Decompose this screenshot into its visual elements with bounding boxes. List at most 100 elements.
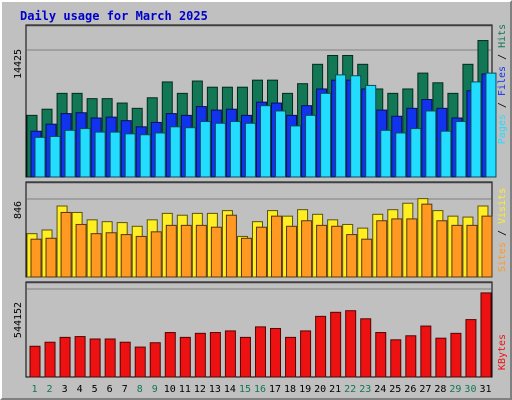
bar-kbytes-day-18	[285, 336, 297, 378]
legend-separator: /	[497, 48, 508, 66]
bar-kbytes-day-28	[435, 337, 447, 378]
legend-pages: Pages	[497, 114, 508, 144]
x-tick-day-14: 14	[224, 384, 236, 395]
bar-kbytes-day-12	[194, 332, 206, 378]
bar-sites-day-25	[391, 218, 403, 278]
bar-sites-day-15	[240, 237, 252, 278]
x-tick-day-21: 21	[329, 384, 341, 395]
x-tick-day-16: 16	[254, 384, 266, 395]
bar-sites-day-5	[90, 233, 102, 278]
bar-kbytes-day-30	[465, 319, 477, 378]
bar-sites-day-2	[45, 237, 57, 278]
x-tick-day-3: 3	[62, 384, 68, 395]
bar-sites-day-18	[286, 225, 298, 278]
x-tick-day-5: 5	[92, 384, 98, 395]
bar-kbytes-day-21	[330, 311, 342, 378]
bar-pages-day-7	[124, 133, 136, 178]
bar-pages-day-22	[350, 75, 362, 178]
legend-separator: /	[497, 96, 508, 114]
bar-kbytes-day-2	[44, 341, 56, 378]
bar-sites-day-9	[150, 231, 162, 278]
bar-kbytes-day-1	[29, 345, 41, 378]
legend-sites: Sites	[497, 242, 508, 272]
y-max-label-middle: 846	[13, 201, 24, 219]
x-tick-day-25: 25	[389, 384, 401, 395]
bar-pages-day-15	[244, 122, 256, 178]
bar-pages-day-25	[395, 132, 407, 178]
bar-sites-day-29	[451, 224, 463, 278]
bar-kbytes-day-13	[209, 332, 221, 378]
legend-hits: Hits	[497, 24, 508, 48]
bar-kbytes-day-31	[480, 292, 492, 378]
bar-pages-day-31	[485, 72, 497, 178]
x-tick-day-11: 11	[179, 384, 191, 395]
bar-sites-day-31	[481, 215, 493, 278]
bar-kbytes-day-4	[74, 336, 86, 378]
bar-kbytes-day-14	[224, 330, 236, 378]
bar-pages-day-19	[305, 114, 317, 178]
x-tick-day-10: 10	[164, 384, 176, 395]
bar-pages-day-24	[380, 129, 392, 178]
bar-pages-day-14	[229, 121, 241, 178]
bar-pages-day-8	[139, 134, 151, 178]
legend-separator: /	[497, 224, 508, 242]
bar-kbytes-day-23	[360, 318, 372, 378]
bar-pages-day-13	[214, 122, 226, 178]
bar-kbytes-day-27	[420, 325, 432, 378]
bar-sites-day-1	[30, 238, 42, 278]
x-tick-day-7: 7	[122, 384, 128, 395]
x-tick-day-26: 26	[404, 384, 416, 395]
bar-kbytes-day-25	[390, 339, 402, 378]
x-tick-day-24: 24	[374, 384, 386, 395]
x-tick-day-4: 4	[77, 384, 83, 395]
bar-sites-day-12	[195, 224, 207, 278]
x-tick-day-8: 8	[137, 384, 143, 395]
x-tick-day-28: 28	[434, 384, 446, 395]
chart-title: Daily usage for March 2025	[20, 9, 208, 23]
bar-sites-day-11	[180, 224, 192, 278]
bar-kbytes-day-6	[104, 338, 116, 378]
bar-kbytes-day-19	[300, 330, 312, 378]
x-tick-day-30: 30	[464, 384, 476, 395]
bar-sites-day-20	[316, 224, 328, 278]
bar-kbytes-day-8	[134, 346, 146, 378]
x-tick-day-23: 23	[359, 384, 371, 395]
bar-pages-day-21	[335, 74, 347, 178]
y-max-label-bottom: 544152	[13, 302, 24, 338]
bar-kbytes-day-7	[119, 341, 131, 378]
bar-pages-day-9	[154, 132, 166, 178]
legend-top: Pages / Files / Hits	[497, 24, 508, 144]
bar-sites-day-14	[225, 214, 237, 278]
bar-pages-day-2	[49, 136, 61, 178]
bar-pages-day-23	[365, 84, 377, 178]
y-max-label-top: 14425	[13, 49, 24, 79]
bar-kbytes-day-29	[450, 332, 462, 378]
bar-pages-day-20	[320, 92, 332, 178]
bar-pages-day-16	[259, 105, 271, 178]
legend-middle: Sites / Visits	[497, 188, 508, 272]
bar-sites-day-17	[271, 215, 283, 278]
bar-sites-day-22	[346, 234, 358, 278]
bar-sites-day-23	[361, 238, 373, 278]
bar-sites-day-28	[436, 220, 448, 278]
bar-kbytes-day-10	[164, 332, 176, 378]
x-tick-day-20: 20	[314, 384, 326, 395]
legend-files: Files	[497, 66, 508, 96]
bar-sites-day-6	[105, 232, 117, 278]
bar-pages-day-1	[34, 136, 46, 178]
x-tick-day-15: 15	[239, 384, 251, 395]
bar-kbytes-day-15	[239, 336, 251, 378]
bar-kbytes-day-5	[89, 338, 101, 378]
bar-kbytes-day-24	[375, 332, 387, 378]
bar-kbytes-day-16	[254, 326, 266, 378]
bar-pages-day-10	[169, 126, 181, 178]
bar-sites-day-10	[165, 224, 177, 278]
x-tick-day-13: 13	[209, 384, 221, 395]
legend-visits: Visits	[497, 188, 508, 224]
bar-pages-day-30	[470, 81, 482, 178]
x-tick-day-9: 9	[152, 384, 158, 395]
bar-sites-day-21	[331, 225, 343, 278]
x-tick-day-19: 19	[299, 384, 311, 395]
